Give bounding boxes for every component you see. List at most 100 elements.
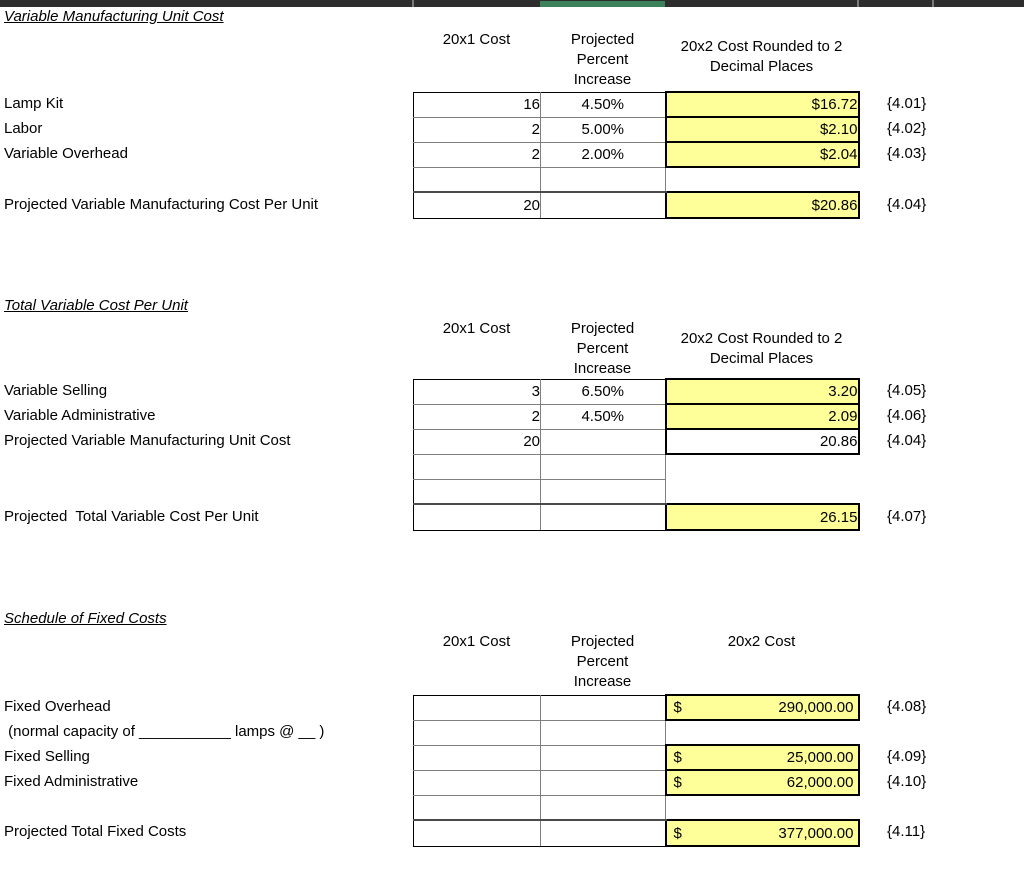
top-bar-separator xyxy=(412,0,414,7)
cell-percent-increase[interactable]: 6.50% xyxy=(540,378,666,405)
column-header-projected-percent-increase: Projected Percent Increase xyxy=(570,320,635,377)
cell-20x2-cost[interactable]: $2.10 xyxy=(664,116,860,143)
cell-20x1-cost[interactable]: 3 xyxy=(413,378,541,405)
cell-percent-increase-empty[interactable] xyxy=(540,794,666,821)
cell-20x1-cost[interactable]: 2 xyxy=(413,403,541,430)
cell-20x1-cost[interactable]: 20 xyxy=(413,428,541,455)
row-label-variable-administrative: Variable Administrative xyxy=(4,407,156,424)
table-row: $ 25,000.00 xyxy=(413,744,860,771)
cell-20x1-cost-empty[interactable] xyxy=(413,478,541,505)
cell-percent-increase-empty[interactable] xyxy=(540,769,666,796)
cell-percent-increase-empty[interactable] xyxy=(540,191,666,219)
currency-symbol: $ xyxy=(673,699,682,716)
cell-20x2-cost[interactable]: $ 290,000.00 xyxy=(664,694,860,721)
cell-percent-increase-empty[interactable] xyxy=(540,719,666,746)
cell-20x2-cost-total[interactable]: $ 377,000.00 xyxy=(664,819,860,847)
reference-tag: {4.07} xyxy=(887,508,927,525)
column-header-20x1-cost: 20x1 Cost xyxy=(442,31,511,48)
cell-percent-increase-empty[interactable] xyxy=(540,166,666,193)
row-label-variable-overhead: Variable Overhead xyxy=(4,145,128,162)
cell-percent-increase-empty[interactable] xyxy=(540,503,666,531)
table-row: 16 4.50% $16.72 xyxy=(413,91,860,118)
section-title-variable-manufacturing-unit-cost: Variable Manufacturing Unit Cost xyxy=(4,8,224,25)
cell-20x2-cost-total[interactable]: 26.15 xyxy=(664,503,860,531)
cell-percent-increase[interactable]: 4.50% xyxy=(540,91,666,118)
cell-20x1-cost[interactable]: 16 xyxy=(413,91,541,118)
column-header-20x1-cost: 20x1 Cost xyxy=(442,320,511,337)
currency-symbol: $ xyxy=(673,824,682,842)
table-row: 2 4.50% 2.09 xyxy=(413,403,860,430)
cell-20x1-cost-empty[interactable] xyxy=(413,719,541,746)
column-header-20x2-cost: 20x2 Cost xyxy=(727,633,796,650)
cell-percent-increase-empty[interactable] xyxy=(540,453,666,480)
table-row xyxy=(413,478,859,505)
currency-symbol: $ xyxy=(673,774,682,791)
variable-manufacturing-table: 16 4.50% $16.72 2 5.00% $2.10 2 2.00% $2… xyxy=(413,91,860,219)
cell-percent-increase[interactable]: 2.00% xyxy=(540,141,666,168)
amount: 377,000.00 xyxy=(778,824,854,842)
cell-percent-increase-empty[interactable] xyxy=(540,478,666,505)
fixed-costs-table: $ 290,000.00 $ 25,000.00 xyxy=(413,694,860,847)
top-bar-separator xyxy=(932,0,934,7)
cell-20x2-cost-total[interactable]: $20.86 xyxy=(664,191,860,219)
cell-20x2-cost-empty xyxy=(666,795,859,820)
reference-tag: {4.01} xyxy=(887,95,927,112)
row-label-projected-total-fixed-costs: Projected Total Fixed Costs xyxy=(4,823,187,840)
top-bar-background xyxy=(0,0,1024,7)
reference-tag: {4.03} xyxy=(887,145,927,162)
amount: 25,000.00 xyxy=(786,749,854,766)
cell-20x1-cost[interactable]: 2 xyxy=(413,141,541,168)
cell-20x2-cost-empty xyxy=(666,720,859,745)
cell-20x1-cost-empty[interactable] xyxy=(413,453,541,480)
cell-percent-increase-empty[interactable] xyxy=(540,694,666,721)
table-row xyxy=(413,719,859,746)
cell-20x1-cost[interactable]: 2 xyxy=(413,116,541,143)
table-row: 20 20.86 xyxy=(413,428,860,455)
cell-20x2-cost[interactable]: $ 62,000.00 xyxy=(664,769,860,796)
total-variable-cost-table: 3 6.50% 3.20 2 4.50% 2.09 20 20.86 26.1 xyxy=(413,378,860,531)
row-label-projected-total-variable-cost: Projected Total Variable Cost Per Unit xyxy=(4,508,259,525)
currency-symbol: $ xyxy=(673,749,682,766)
cell-20x1-cost-empty[interactable] xyxy=(413,744,541,771)
row-label-labor: Labor xyxy=(4,120,43,137)
row-label-fixed-overhead: Fixed Overhead xyxy=(4,698,111,715)
cell-20x1-cost-empty[interactable] xyxy=(413,166,541,193)
cell-percent-increase[interactable]: 5.00% xyxy=(540,116,666,143)
selected-column-indicator xyxy=(540,1,665,7)
row-label-variable-selling: Variable Selling xyxy=(4,382,108,399)
reference-tag: {4.11} xyxy=(887,823,926,840)
row-label-fixed-selling: Fixed Selling xyxy=(4,748,90,765)
cell-20x1-cost-empty[interactable] xyxy=(413,769,541,796)
table-row: 2 5.00% $2.10 xyxy=(413,116,860,143)
table-row: 3 6.50% 3.20 xyxy=(413,378,860,405)
table-row: 2 2.00% $2.04 xyxy=(413,141,860,168)
cell-20x2-cost[interactable]: $2.04 xyxy=(664,141,860,168)
cell-20x1-cost-total[interactable] xyxy=(413,503,541,531)
cell-20x1-cost-empty[interactable] xyxy=(413,794,541,821)
cell-20x2-cost[interactable]: $16.72 xyxy=(664,91,860,118)
reference-tag: {4.08} xyxy=(887,698,927,715)
table-row: $ 62,000.00 xyxy=(413,769,860,796)
row-label-normal-capacity: (normal capacity of ___________ lamps @ … xyxy=(4,723,325,740)
cell-20x1-cost-empty[interactable] xyxy=(413,819,541,847)
amount: 62,000.00 xyxy=(786,774,854,791)
cell-percent-increase-empty[interactable] xyxy=(540,744,666,771)
reference-tag: {4.05} xyxy=(887,382,927,399)
cell-20x1-cost-total[interactable]: 20 xyxy=(413,191,541,219)
cell-20x2-cost[interactable]: $ 25,000.00 xyxy=(664,744,860,771)
section-title-total-variable-cost-per-unit: Total Variable Cost Per Unit xyxy=(4,297,188,314)
column-header-20x2-cost-rounded: 20x2 Cost Rounded to 2 Decimal Places xyxy=(680,38,843,75)
cell-20x2-cost[interactable]: 3.20 xyxy=(664,378,860,405)
section-title-schedule-of-fixed-costs: Schedule of Fixed Costs xyxy=(4,610,167,627)
cell-20x2-cost-empty xyxy=(666,454,859,479)
reference-tag: {4.09} xyxy=(887,748,927,765)
cell-percent-increase[interactable] xyxy=(540,428,666,455)
cell-percent-increase[interactable]: 4.50% xyxy=(540,403,666,430)
cell-percent-increase-empty[interactable] xyxy=(540,819,666,847)
cell-20x2-cost[interactable]: 2.09 xyxy=(664,403,860,430)
row-label-lamp-kit: Lamp Kit xyxy=(4,95,64,112)
cell-20x2-cost[interactable]: 20.86 xyxy=(664,428,860,455)
cell-20x1-cost-empty[interactable] xyxy=(413,694,541,721)
reference-tag: {4.04} xyxy=(887,196,927,213)
